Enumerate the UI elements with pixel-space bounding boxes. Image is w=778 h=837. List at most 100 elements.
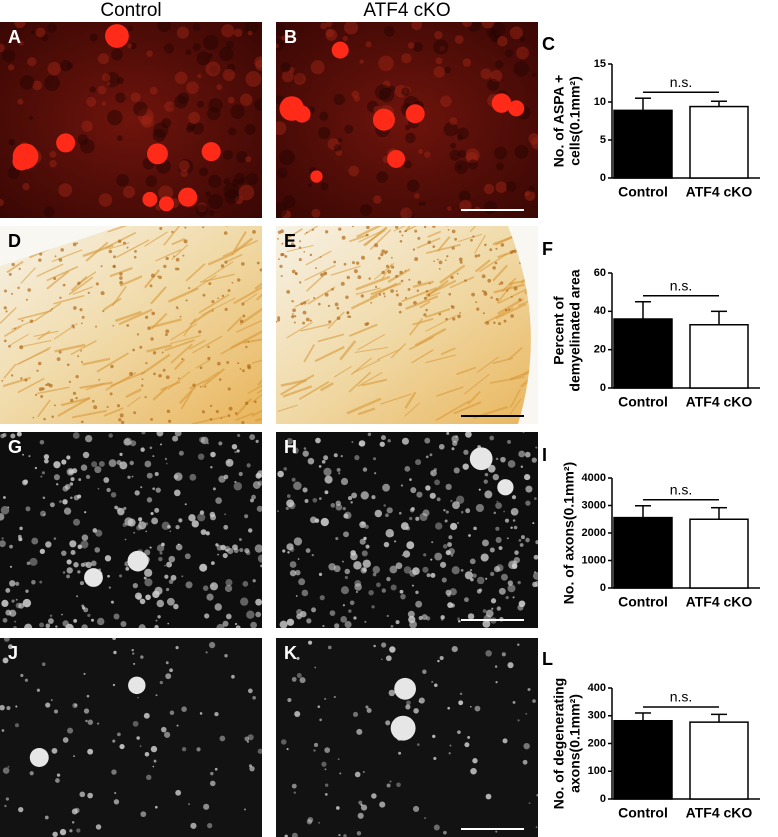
axon — [340, 477, 349, 486]
texture — [58, 183, 73, 197]
speck — [117, 239, 122, 244]
axon — [401, 437, 409, 445]
speck — [451, 305, 455, 309]
speck — [437, 258, 439, 261]
speck — [21, 319, 24, 322]
axon — [79, 581, 85, 586]
texture — [320, 22, 327, 30]
y-tick-label: 60 — [594, 267, 606, 279]
y-tick-label: 15 — [594, 58, 606, 70]
axon — [178, 450, 184, 456]
axon — [451, 447, 455, 451]
axon — [354, 580, 362, 587]
speck — [14, 327, 16, 330]
speck — [417, 280, 422, 285]
speck — [242, 369, 245, 373]
axon — [45, 541, 52, 548]
axon — [390, 584, 397, 591]
y-tick-label: 4000 — [582, 472, 606, 484]
axon — [507, 584, 516, 593]
fiber — [198, 293, 230, 314]
axon — [257, 470, 262, 478]
texture — [247, 30, 253, 36]
axon — [287, 697, 292, 703]
axon — [291, 477, 296, 482]
axon — [318, 821, 321, 824]
axon — [447, 542, 452, 548]
axon — [5, 797, 10, 801]
speck — [290, 242, 294, 246]
speck — [80, 360, 83, 363]
texture — [230, 104, 245, 119]
y-tick-label: 0 — [600, 382, 606, 394]
speck — [366, 226, 370, 230]
texture — [19, 75, 35, 90]
axon — [112, 739, 116, 743]
speck — [167, 419, 172, 423]
fiber — [495, 303, 527, 320]
speck — [413, 300, 417, 305]
speck — [385, 264, 390, 268]
micrograph-bg — [0, 638, 262, 837]
speck — [324, 292, 329, 297]
axon — [457, 730, 461, 735]
speck — [300, 302, 304, 306]
speck — [291, 300, 294, 303]
axon — [498, 546, 503, 551]
axon — [403, 566, 412, 574]
axon — [18, 534, 22, 539]
axon — [2, 657, 9, 664]
axon — [447, 706, 451, 710]
axon — [134, 490, 140, 496]
speck — [390, 256, 393, 259]
speck — [93, 405, 98, 410]
axon — [415, 459, 422, 466]
axon — [297, 558, 300, 560]
speck — [456, 272, 459, 275]
cell — [105, 24, 129, 48]
speck — [511, 249, 515, 253]
texture — [407, 42, 415, 49]
speck — [404, 230, 407, 233]
axon — [534, 497, 537, 500]
speck — [51, 308, 53, 311]
axon — [244, 736, 250, 742]
speck — [252, 229, 256, 234]
texture — [462, 58, 472, 67]
speck — [400, 279, 404, 283]
axon — [489, 547, 495, 553]
speck — [244, 401, 249, 405]
texture — [222, 68, 236, 82]
axon — [524, 473, 531, 481]
axon — [50, 699, 53, 701]
speck — [242, 314, 246, 318]
axon — [277, 470, 284, 478]
axon — [356, 831, 362, 836]
fiber — [220, 339, 248, 355]
axon — [535, 826, 538, 829]
axon — [112, 683, 116, 687]
axon — [324, 792, 328, 796]
micrograph-content — [0, 432, 262, 628]
texture — [276, 121, 287, 136]
speck — [3, 339, 7, 343]
speck — [495, 247, 498, 250]
axon — [81, 604, 85, 608]
axon — [320, 517, 329, 527]
fiber — [155, 248, 182, 262]
axon — [493, 565, 501, 573]
cell — [293, 105, 311, 123]
axon — [152, 455, 155, 458]
axon — [222, 552, 228, 559]
axon — [108, 459, 117, 467]
speck — [450, 275, 454, 280]
texture — [462, 22, 473, 28]
fiber — [8, 333, 29, 347]
axon — [188, 514, 196, 522]
panel-label: H — [284, 437, 297, 457]
axon — [344, 620, 352, 628]
speck — [381, 249, 386, 254]
bar-chart: INo. of axons(0.1mm²) 01000200030004000Co… — [542, 445, 760, 610]
axon — [244, 548, 250, 554]
axon — [342, 604, 346, 607]
